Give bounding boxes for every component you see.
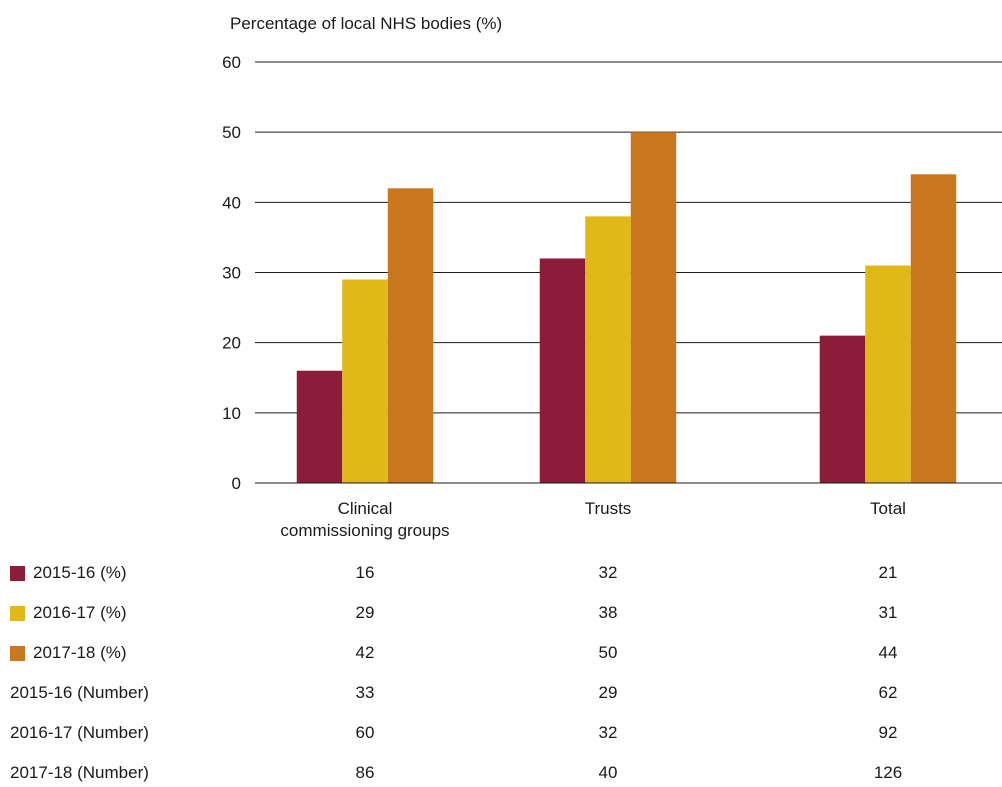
table-cell: 40 <box>598 763 618 782</box>
y-tick-label: 50 <box>222 123 241 142</box>
row-label-text: 2015-16 (%) <box>33 563 127 582</box>
row-label-text: 2017-18 (Number) <box>10 763 149 782</box>
table-cell: 86 <box>355 763 375 782</box>
y-tick-label: 60 <box>222 53 241 72</box>
row-label: 2017-18 (Number) <box>10 763 149 783</box>
bar <box>630 132 677 483</box>
y-tick-label: 10 <box>222 404 241 423</box>
y-tick-label: 40 <box>222 193 241 212</box>
table-row: 2016-17 (Number) 60 32 92 <box>0 723 1002 747</box>
table-cell: 50 <box>598 643 618 662</box>
table-cell: 32 <box>598 563 618 582</box>
bar <box>539 258 586 483</box>
table-cell: 29 <box>355 603 375 622</box>
legend-swatch <box>10 565 25 581</box>
row-label: 2016-17 (Number) <box>10 723 149 743</box>
table-row: 2017-18 (%) 42 50 44 <box>0 643 1002 667</box>
table-cell: 62 <box>878 683 898 702</box>
bar <box>910 174 957 483</box>
y-axis-label: Percentage of local NHS bodies (%) <box>230 14 503 33</box>
table-row: 2016-17 (%) 29 38 31 <box>0 603 1002 627</box>
table-cell: 31 <box>878 603 898 622</box>
table-cell: 42 <box>355 643 375 662</box>
legend-swatch <box>10 605 25 621</box>
bar <box>585 216 631 483</box>
row-label: 2016-17 (%) <box>10 603 127 623</box>
table-cell: 32 <box>598 723 618 742</box>
row-label: 2015-16 (Number) <box>10 683 149 703</box>
row-label: 2015-16 (%) <box>10 563 127 583</box>
table-cell: 21 <box>878 563 898 582</box>
legend-swatch <box>10 645 25 661</box>
row-label: 2017-18 (%) <box>10 643 127 663</box>
y-tick-label: 20 <box>222 334 241 353</box>
table-row: 2015-16 (%) 16 32 21 <box>0 563 1002 587</box>
table-cell: 92 <box>878 723 898 742</box>
bar <box>342 279 388 483</box>
x-tick-label: Total <box>870 499 906 518</box>
x-tick-label: Trusts <box>585 499 632 518</box>
bar <box>819 335 866 483</box>
row-label-text: 2017-18 (%) <box>33 643 127 662</box>
table-cell: 44 <box>878 643 898 662</box>
row-label-text: 2015-16 (Number) <box>10 683 149 702</box>
table-cell: 16 <box>355 563 375 582</box>
row-label-text: 2016-17 (%) <box>33 603 127 622</box>
plot-area: 0 10 20 30 40 50 60 Clinical commissioning group… <box>222 53 1002 540</box>
y-tick-label: 0 <box>232 474 241 493</box>
table-cell: 29 <box>598 683 618 702</box>
table-cell: 33 <box>355 683 375 702</box>
table-row: 2017-18 (Number) 86 40 126 <box>0 763 1002 787</box>
bar <box>296 370 343 483</box>
table-cell: 126 <box>873 763 903 782</box>
table-row: 2015-16 (Number) 33 29 62 <box>0 683 1002 707</box>
table-cell: 38 <box>598 603 618 622</box>
bar <box>387 188 434 484</box>
table-cell: 60 <box>355 723 375 742</box>
bar <box>865 265 911 483</box>
x-tick-label: Clinical commissioning groups <box>280 499 449 540</box>
y-tick-label: 30 <box>222 264 241 283</box>
row-label-text: 2016-17 (Number) <box>10 723 149 742</box>
